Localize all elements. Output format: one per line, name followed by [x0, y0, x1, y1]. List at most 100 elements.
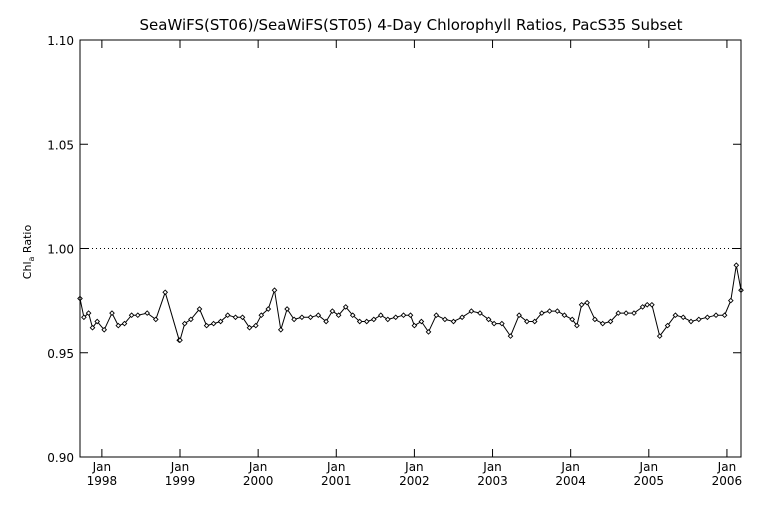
data-point: [672, 312, 679, 319]
data-point: [196, 306, 203, 312]
data-point: [109, 310, 115, 316]
data-points-layer: [77, 262, 744, 344]
data-point: [531, 318, 538, 325]
data-point: [89, 324, 96, 331]
data-point: [433, 312, 440, 319]
x-tick-month-label: Jan: [248, 460, 268, 474]
plot-frame: [79, 39, 742, 458]
data-point: [639, 304, 646, 310]
x-tick-year-label: 2003: [477, 474, 508, 488]
data-point: [477, 310, 483, 316]
data-point: [392, 314, 399, 321]
data-point: [569, 316, 576, 323]
x-tick-year-label: 2000: [243, 474, 274, 488]
data-point: [425, 329, 432, 335]
data-point: [246, 324, 253, 331]
x-tick-year-label: 2001: [321, 474, 352, 488]
data-point: [349, 312, 356, 319]
data-point: [450, 318, 457, 325]
data-point: [664, 322, 671, 329]
data-point: [516, 312, 522, 319]
data-point: [418, 318, 425, 325]
data-point: [607, 318, 614, 325]
data-point: [342, 304, 349, 310]
data-point: [335, 312, 342, 319]
data-point: [704, 314, 711, 321]
y-axis-label-subscript: a: [27, 256, 36, 261]
y-tick-label: 1.10: [47, 34, 74, 48]
data-point: [584, 299, 590, 306]
data-point: [128, 312, 135, 319]
data-point: [177, 337, 183, 344]
y-axis: 0.90 0.95 1.00 1.05 1.10: [47, 34, 741, 465]
data-point: [727, 297, 734, 304]
data-point: [203, 322, 210, 329]
data-point: [239, 314, 246, 321]
chart-title: SeaWiFS(ST06)/SeaWiFS(ST05) 4-Day Chloro…: [140, 16, 683, 34]
data-point: [329, 308, 336, 314]
x-tick-year-label: 1999: [165, 474, 196, 488]
data-point: [733, 262, 740, 269]
data-point: [265, 306, 272, 312]
data-point: [538, 310, 545, 316]
data-point: [299, 314, 305, 321]
data-point: [115, 322, 122, 329]
data-point: [210, 320, 217, 327]
data-point: [644, 301, 651, 308]
data-point: [134, 312, 141, 319]
data-point: [631, 310, 637, 316]
data-point: [152, 316, 159, 323]
data-point: [411, 322, 418, 329]
data-point: [561, 312, 568, 319]
data-point: [499, 320, 505, 327]
y-tick-label: 1.05: [47, 138, 74, 152]
x-tick-year-label: 2004: [555, 474, 586, 488]
data-point: [485, 316, 492, 323]
data-point: [370, 316, 377, 323]
data-point: [121, 320, 128, 327]
x-tick-month-label: Jan: [717, 460, 737, 474]
x-tick-year-label: 1998: [87, 474, 118, 488]
data-point: [356, 318, 363, 325]
series-layer: [79, 265, 742, 341]
data-point: [623, 310, 629, 316]
data-point: [721, 312, 728, 319]
y-tick-label: 0.95: [47, 347, 74, 361]
data-point: [162, 289, 169, 296]
data-point: [377, 312, 384, 319]
data-point: [307, 314, 314, 321]
data-point: [224, 312, 231, 319]
x-tick-year-label: 2006: [712, 474, 743, 488]
data-point: [680, 314, 687, 321]
data-point: [384, 316, 391, 323]
data-point: [144, 310, 151, 316]
data-point: [271, 287, 278, 294]
data-point: [291, 316, 297, 323]
data-point: [232, 314, 239, 321]
x-tick-year-label: 2002: [399, 474, 430, 488]
data-point: [615, 310, 622, 316]
data-point: [546, 308, 553, 314]
data-point: [574, 322, 580, 329]
x-tick-month-label: Jan: [326, 460, 346, 474]
x-axis: Jan1998Jan1999Jan2000Jan2001Jan2002Jan20…: [87, 40, 743, 488]
x-tick-month-label: Jan: [404, 460, 424, 474]
data-point: [695, 316, 702, 323]
x-tick-month-label: Jan: [170, 460, 190, 474]
data-point: [315, 312, 322, 319]
data-point: [491, 320, 497, 327]
data-point: [649, 301, 655, 308]
data-point: [656, 333, 663, 339]
data-point: [94, 318, 101, 325]
data-point: [524, 318, 530, 325]
data-point: [85, 310, 92, 316]
data-point: [81, 314, 87, 321]
data-point: [507, 333, 514, 339]
data-point: [252, 322, 259, 329]
data-point: [217, 318, 224, 325]
data-point: [400, 312, 407, 319]
series-line-0: [79, 265, 742, 341]
y-axis-label-rest: Ratio: [21, 225, 34, 257]
data-point: [284, 306, 290, 312]
